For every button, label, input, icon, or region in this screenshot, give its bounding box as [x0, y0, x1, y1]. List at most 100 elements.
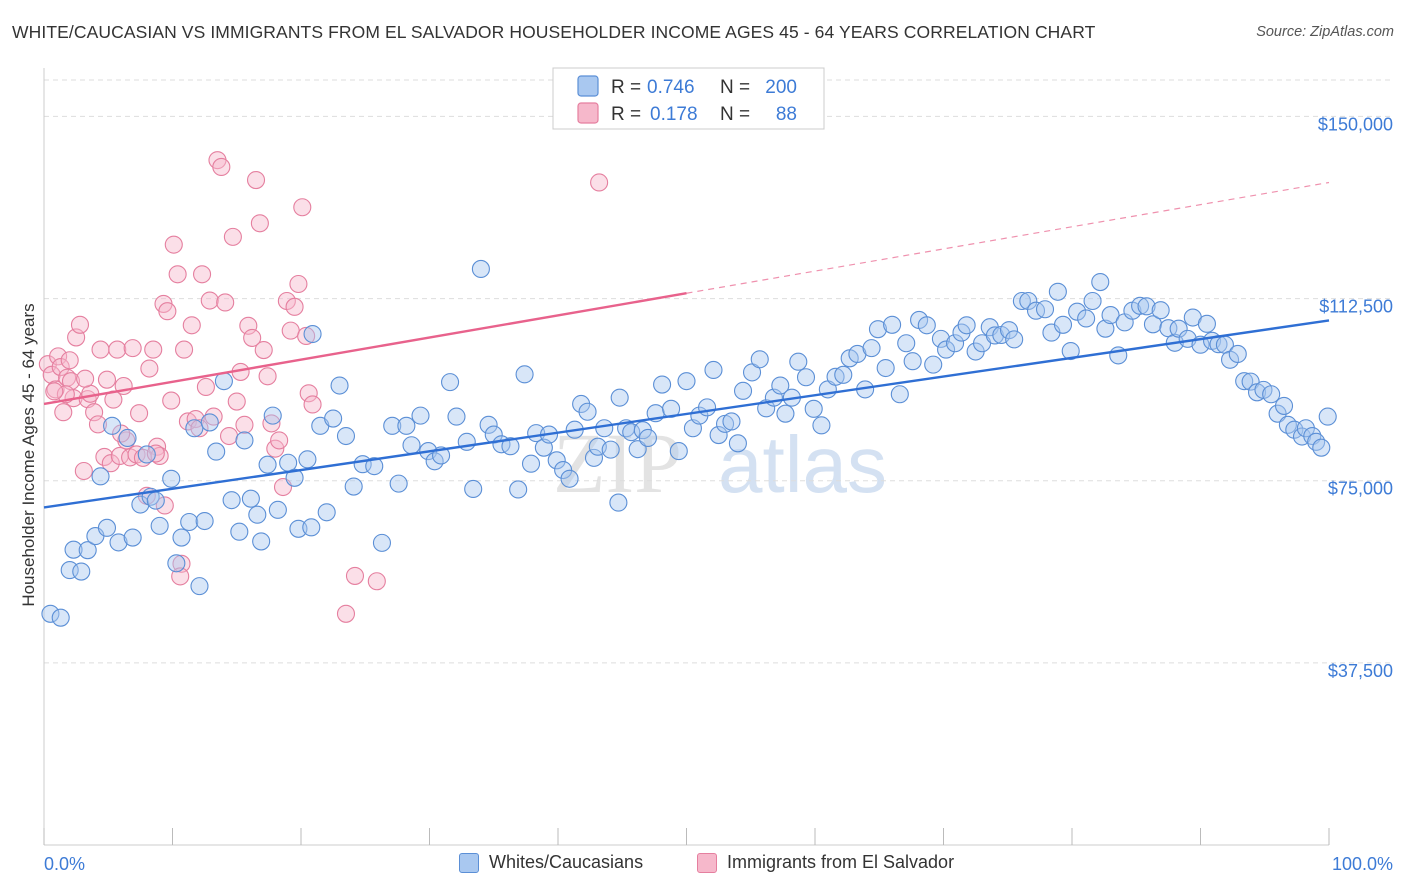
- x-tick-labels: 0.0% 100.0%: [44, 854, 1393, 874]
- whites-point-42: [317, 503, 336, 522]
- whites-point-82: [601, 440, 620, 459]
- whites-point-31: [241, 489, 260, 508]
- el-salvador-point-59: [243, 328, 262, 347]
- el-salvador-point-43: [182, 316, 201, 335]
- el-salvador-point-15: [88, 415, 108, 434]
- el-salvador-point-77: [345, 566, 365, 585]
- el-salvador-point-26: [123, 339, 142, 358]
- whites-point-120: [862, 339, 881, 358]
- whites-point-5: [78, 541, 97, 560]
- whites-point-35: [268, 500, 287, 519]
- legend-r-value-2: 0.178: [650, 104, 698, 125]
- whites-point-50: [383, 416, 402, 435]
- whites-point-26: [207, 442, 226, 461]
- legend-swatch-pink: [577, 102, 599, 124]
- whites-point-22: [185, 419, 204, 438]
- legend: R = 0.746 N = 200 R = 0.178 N = 88: [552, 67, 825, 130]
- el-salvador-point-86: [45, 382, 64, 401]
- whites-point-88: [638, 428, 658, 448]
- whites-point-18: [162, 469, 181, 488]
- el-salvador-point-11: [74, 461, 93, 481]
- whites-point-39: [298, 450, 317, 469]
- y-tick-label-1: $75,000: [1328, 479, 1393, 499]
- whites-point-159: [1131, 296, 1150, 315]
- whites-point-1: [51, 608, 70, 627]
- whites-point-189: [1318, 407, 1337, 426]
- el-salvador-point-87: [60, 351, 79, 370]
- whites-point-140: [999, 321, 1019, 340]
- whites-point-187: [1307, 432, 1326, 451]
- bottom-legend-item-el-salvador: Immigrants from El Salvador: [697, 852, 954, 873]
- el-salvador-point-19: [101, 454, 120, 473]
- el-salvador-point-10: [70, 315, 90, 334]
- whites-point-143: [1019, 291, 1038, 311]
- whites-point-19: [167, 554, 186, 573]
- el-salvador-point-39: [168, 265, 187, 284]
- legend-r-label-2: R =: [611, 104, 641, 125]
- whites-point-138: [985, 326, 1004, 345]
- y-tick-labels: $37,500 $75,000 $112,500 $150,000: [1318, 114, 1393, 680]
- whites-point-151: [1077, 309, 1096, 328]
- whites-point-179: [1262, 385, 1281, 404]
- el-salvador-point-63: [258, 367, 277, 386]
- whites-point-25: [200, 413, 219, 432]
- bottom-legend-label-el-salvador: Immigrants from El Salvador: [727, 852, 955, 872]
- whites-point-142: [1012, 291, 1031, 311]
- whites-point-8: [97, 518, 117, 537]
- el-salvador-point-79: [590, 173, 609, 192]
- whites-point-28: [222, 491, 241, 510]
- whites-point-33: [258, 455, 277, 474]
- el-salvador-point-21: [108, 340, 127, 359]
- whites-point-101: [728, 434, 747, 453]
- el-salvador-point-74: [299, 384, 318, 403]
- whites-point-124: [890, 385, 909, 404]
- el-salvador-point-61: [250, 214, 269, 233]
- whites-point-169: [1197, 314, 1216, 333]
- whites-point-14: [137, 445, 156, 464]
- whites-point-32: [248, 505, 267, 524]
- el-salvador-point-45: [190, 419, 209, 438]
- whites-point-85: [622, 423, 641, 442]
- el-salvador-point-64: [262, 414, 281, 433]
- whites-point-40: [303, 324, 322, 344]
- whites-point-191: [609, 493, 628, 512]
- whites-point-126: [903, 352, 922, 371]
- legend-n-value-1: 200: [765, 77, 797, 98]
- whites-point-78: [578, 402, 597, 421]
- y-tick-label-0: $37,500: [1328, 661, 1393, 681]
- el-salvador-point-76: [336, 604, 356, 623]
- el-salvador-point-55: [227, 392, 246, 411]
- el-salvador-point-41: [175, 340, 194, 359]
- legend-r-label-1: R =: [611, 77, 641, 98]
- bottom-legend-item-whites: Whites/Caucasians: [459, 852, 643, 873]
- legend-n-label-1: N =: [720, 77, 750, 98]
- whites-point-190: [302, 518, 321, 537]
- whites-point-188: [1312, 438, 1331, 457]
- chart-title: WHITE/CAUCASIAN VS IMMIGRANTS FROM EL SA…: [12, 22, 1096, 42]
- whites-point-21: [180, 512, 199, 532]
- el-salvador-point-58: [239, 316, 258, 335]
- whites-point-130: [931, 329, 950, 348]
- el-salvador-point-66: [270, 431, 289, 450]
- whites-point-44: [330, 376, 349, 395]
- el-salvador-point-31: [140, 359, 159, 378]
- whites-point-160: [1137, 297, 1156, 316]
- whites-point-49: [372, 533, 392, 552]
- whites-point-12: [123, 528, 142, 547]
- whites-point-98: [709, 426, 728, 445]
- whites-point-54: [411, 406, 430, 425]
- whites-point-37: [285, 468, 304, 487]
- whites-point-121: [868, 320, 888, 339]
- whites-point-161: [1143, 315, 1163, 334]
- whites-point-97: [704, 360, 723, 380]
- el-salvador-point-32: [144, 340, 163, 359]
- el-salvador-point-44: [186, 409, 205, 429]
- whites-point-45: [336, 426, 356, 446]
- bottom-legend-swatch-pink: [697, 852, 717, 873]
- whites-point-150: [1068, 302, 1087, 321]
- whites-point-4: [72, 562, 91, 581]
- series-whites: [41, 259, 1337, 627]
- whites-point-2: [60, 561, 79, 580]
- whites-point-81: [595, 419, 614, 438]
- whites-point-192: [252, 532, 271, 551]
